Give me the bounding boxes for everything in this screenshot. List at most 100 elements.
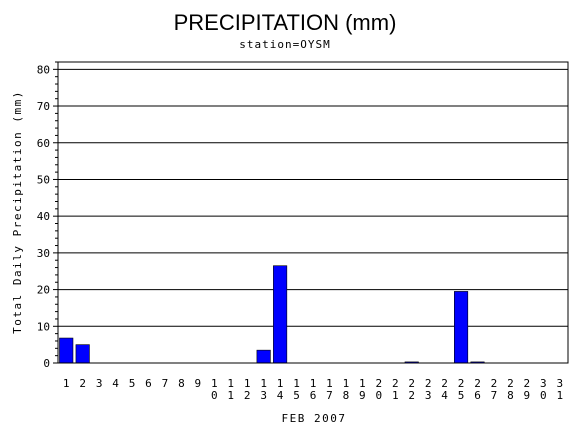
svg-text:6: 6 — [310, 389, 317, 402]
bar-day-14 — [273, 265, 288, 364]
svg-text:4: 4 — [112, 377, 119, 390]
bar-day-25 — [454, 291, 469, 364]
x-tick-label: 31 — [556, 377, 563, 402]
svg-text:0: 0 — [375, 389, 382, 402]
x-tick-label: 16 — [310, 377, 317, 402]
bars — [59, 265, 485, 364]
svg-text:2: 2 — [79, 377, 86, 390]
x-axis-label: FEB 2007 — [282, 412, 347, 425]
plot-frame — [57, 61, 569, 364]
x-tick-label: 26 — [474, 377, 481, 402]
svg-text:2: 2 — [408, 377, 415, 390]
chart-subtitle: station=OYSM — [239, 38, 330, 51]
x-tick-label: 15 — [293, 377, 300, 402]
x-tick-label: 21 — [392, 377, 399, 402]
bar-day-13 — [256, 349, 271, 364]
x-tick-label: 7 — [162, 377, 169, 390]
x-tick-label: 10 — [211, 377, 218, 402]
gridlines — [58, 68, 568, 327]
x-tick-label: 30 — [540, 377, 547, 402]
svg-text:1: 1 — [293, 377, 300, 390]
svg-text:7: 7 — [491, 389, 498, 402]
svg-text:3: 3 — [425, 389, 432, 402]
svg-text:1: 1 — [244, 377, 251, 390]
svg-text:1: 1 — [326, 377, 333, 390]
y-tick-label: 60 — [37, 137, 50, 150]
svg-text:2: 2 — [458, 377, 465, 390]
x-tick-label: 6 — [145, 377, 152, 390]
y-axis-label: Total Daily Precipitation (mm) — [11, 90, 24, 334]
x-axis-ticks: 1 2 3 4 5 6 7 8 9 1011121314151617181920212223242… — [63, 377, 563, 402]
svg-text:4: 4 — [277, 389, 284, 402]
x-tick-label: 11 — [227, 377, 234, 402]
svg-text:3: 3 — [260, 389, 267, 402]
x-tick-label: 28 — [507, 377, 514, 402]
svg-text:3: 3 — [556, 377, 563, 390]
x-tick-label: 1 — [63, 377, 70, 390]
svg-text:5: 5 — [293, 389, 300, 402]
x-tick-label: 29 — [524, 377, 531, 402]
svg-text:3: 3 — [540, 377, 547, 390]
svg-text:8: 8 — [507, 389, 514, 402]
svg-text:7: 7 — [162, 377, 169, 390]
x-tick-label: 25 — [458, 377, 465, 402]
x-tick-label: 23 — [425, 377, 432, 402]
svg-text:1: 1 — [277, 377, 284, 390]
svg-text:5: 5 — [458, 389, 465, 402]
y-tick-label: 40 — [37, 210, 50, 223]
chart-title: PRECIPITATION (mm) — [174, 10, 397, 35]
svg-text:4: 4 — [441, 389, 448, 402]
svg-text:2: 2 — [392, 377, 399, 390]
y-tick-label: 50 — [37, 173, 50, 186]
x-tick-label: 2 — [79, 377, 86, 390]
x-tick-label: 22 — [408, 377, 415, 402]
y-tick-label: 10 — [37, 320, 50, 333]
y-tick-label: 30 — [37, 247, 50, 260]
x-tick-label: 5 — [129, 377, 136, 390]
svg-text:1: 1 — [211, 377, 218, 390]
x-tick-label: 17 — [326, 377, 333, 402]
svg-text:2: 2 — [491, 377, 498, 390]
x-tick-label: 18 — [343, 377, 350, 402]
svg-text:2: 2 — [441, 377, 448, 390]
svg-text:0: 0 — [211, 389, 218, 402]
x-tick-label: 4 — [112, 377, 119, 390]
x-tick-label: 12 — [244, 377, 251, 402]
svg-text:1: 1 — [260, 377, 267, 390]
x-tick-label: 27 — [491, 377, 498, 402]
y-tick-label: 70 — [37, 100, 50, 113]
y-axis-ticks: 0 10 20 30 40 50 60 70 80 — [37, 61, 58, 370]
svg-text:2: 2 — [408, 389, 415, 402]
x-tick-label: 20 — [375, 377, 382, 402]
y-tick-label: 20 — [37, 284, 50, 297]
svg-text:2: 2 — [507, 377, 514, 390]
bar-day-1 — [59, 337, 74, 364]
svg-text:1: 1 — [63, 377, 70, 390]
svg-text:2: 2 — [375, 377, 382, 390]
x-tick-label: 3 — [96, 377, 103, 390]
svg-text:5: 5 — [129, 377, 136, 390]
svg-text:2: 2 — [425, 377, 432, 390]
x-tick-label: 14 — [277, 377, 284, 402]
svg-text:9: 9 — [195, 377, 202, 390]
svg-text:1: 1 — [227, 389, 234, 402]
svg-text:2: 2 — [474, 377, 481, 390]
y-tick-label: 0 — [43, 357, 50, 370]
svg-text:1: 1 — [392, 389, 399, 402]
svg-text:3: 3 — [96, 377, 103, 390]
svg-text:7: 7 — [326, 389, 333, 402]
svg-text:1: 1 — [343, 377, 350, 390]
svg-text:0: 0 — [540, 389, 547, 402]
x-tick-label: 19 — [359, 377, 366, 402]
bar-day-2 — [75, 344, 90, 364]
svg-text:1: 1 — [359, 377, 366, 390]
svg-text:8: 8 — [343, 389, 350, 402]
svg-text:9: 9 — [524, 389, 531, 402]
svg-text:9: 9 — [359, 389, 366, 402]
x-tick-label: 13 — [260, 377, 267, 402]
svg-text:6: 6 — [474, 389, 481, 402]
y-tick-label: 80 — [37, 63, 50, 76]
x-tick-label: 9 — [195, 377, 202, 390]
svg-text:1: 1 — [310, 377, 317, 390]
